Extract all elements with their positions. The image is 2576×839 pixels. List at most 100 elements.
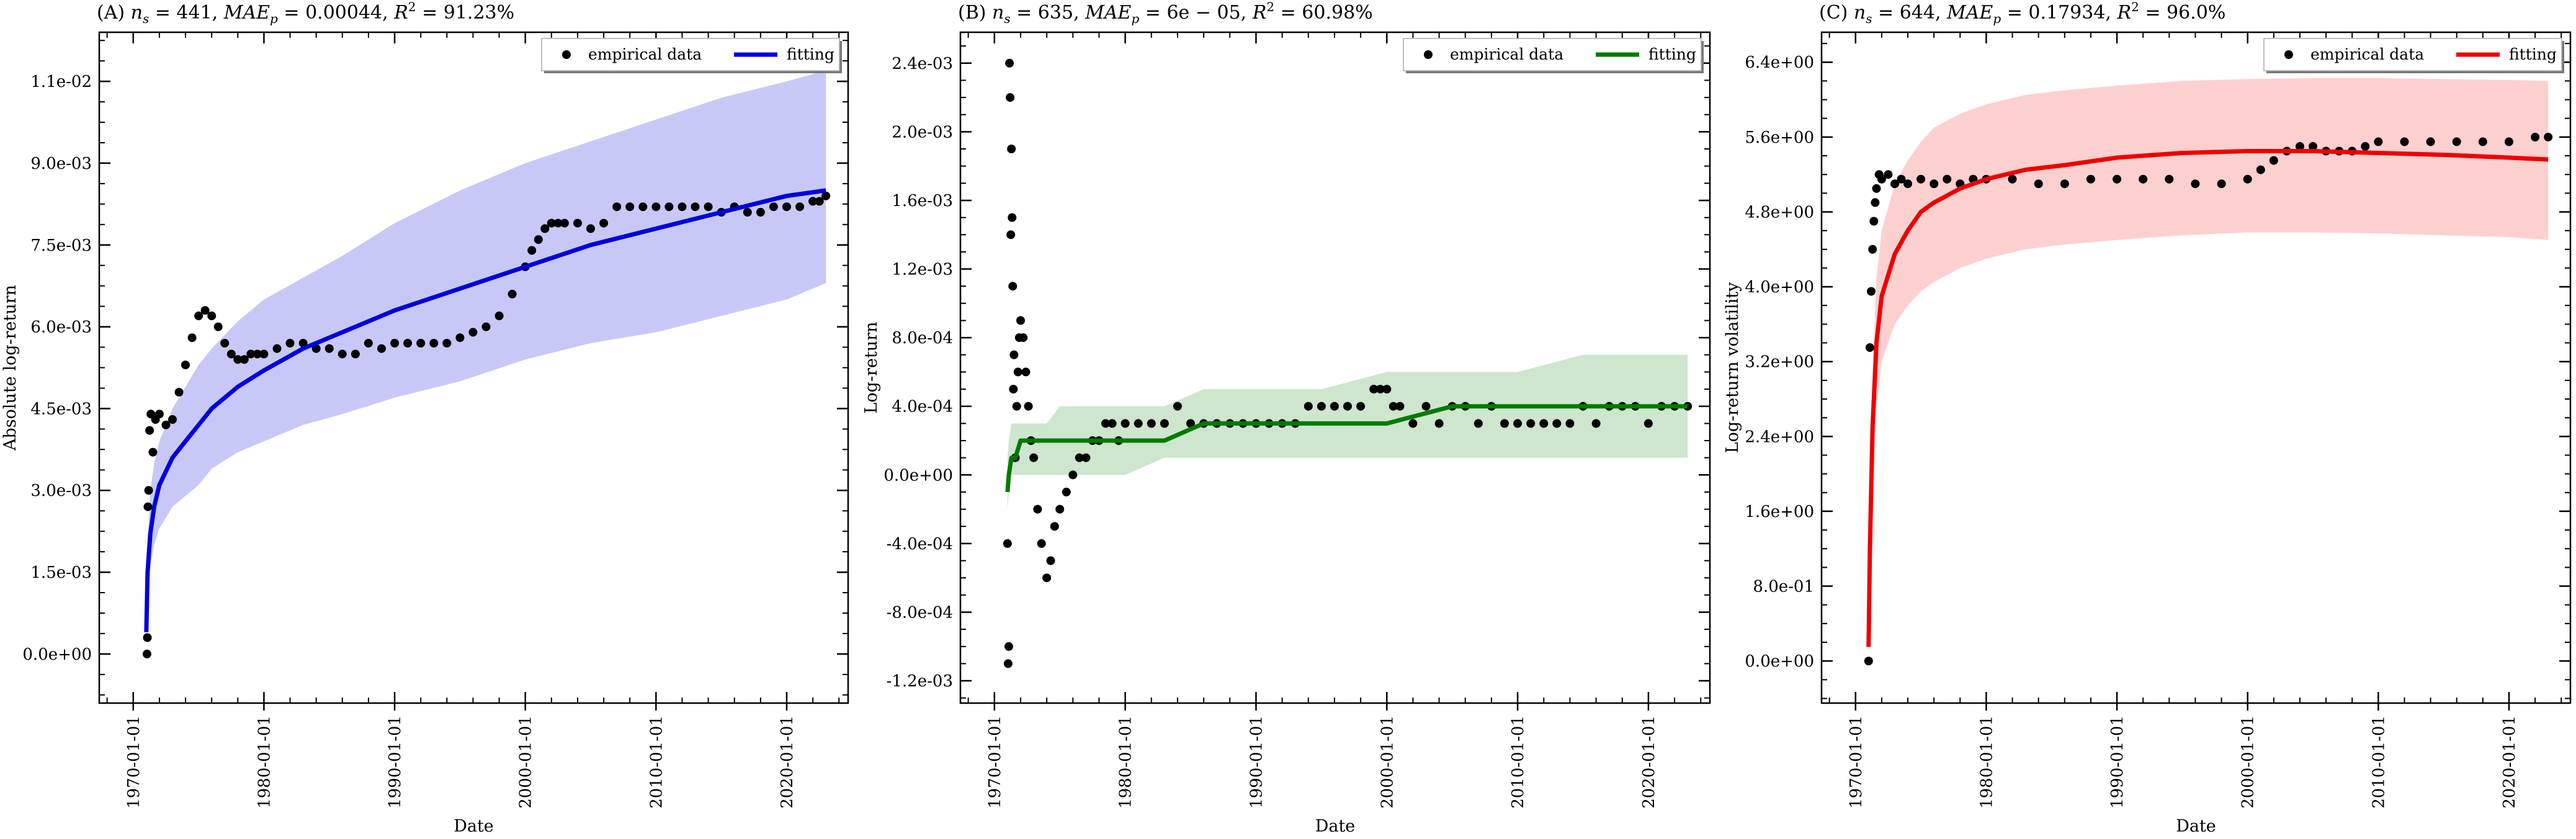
data-point <box>1062 487 1071 496</box>
data-point <box>1890 179 1899 189</box>
data-point <box>2191 179 2200 189</box>
data-point <box>1055 505 1065 514</box>
data-point <box>2478 137 2487 146</box>
data-point <box>2505 137 2513 146</box>
data-point <box>2086 174 2095 184</box>
data-point <box>416 339 426 348</box>
data-point <box>2256 165 2265 174</box>
data-point <box>1539 419 1549 428</box>
data-point <box>1042 573 1052 583</box>
confidence-band <box>1007 354 1688 509</box>
x-tick-label: 2000-01-01 <box>1378 716 1397 809</box>
y-axis-label: Log-return <box>862 321 881 413</box>
y-tick-label: 7.5e-03 <box>30 236 92 255</box>
data-point <box>246 349 256 359</box>
legend-label-fit: fitting <box>2509 45 2557 63</box>
y-tick-label: 9.0e-03 <box>30 155 92 173</box>
data-point <box>2309 141 2317 151</box>
y-tick-label: 4.0e+00 <box>1745 278 1814 297</box>
data-point <box>144 486 153 495</box>
data-point <box>573 218 582 228</box>
data-point <box>1871 198 1880 207</box>
y-tick-label: 4.0e-04 <box>892 398 953 416</box>
data-point <box>390 339 400 348</box>
legend-label-empirical: empirical data <box>2310 45 2424 63</box>
data-point <box>678 202 687 212</box>
data-point <box>612 202 622 212</box>
data-point <box>429 339 439 348</box>
y-tick-label: 2.0e-03 <box>892 123 953 141</box>
data-point <box>1101 419 1110 428</box>
confidence-band <box>1868 78 2549 652</box>
x-tick-label: 1990-01-01 <box>386 716 405 809</box>
data-point <box>455 333 465 343</box>
data-point <box>168 415 177 424</box>
legend-label-fit: fitting <box>787 45 834 63</box>
data-point <box>351 349 360 359</box>
data-point <box>1186 419 1195 428</box>
y-tick-label: 3.2e+00 <box>1745 353 1814 372</box>
data-point <box>1317 402 1326 411</box>
data-point <box>1004 642 1013 651</box>
data-point <box>145 426 154 435</box>
panel-title: (A) ns = 441, MAEp = 0.00044, R2 = 91.23… <box>97 0 514 26</box>
y-tick-label: -1.2e-03 <box>887 672 953 691</box>
data-point <box>364 339 373 348</box>
legend-box <box>541 38 840 71</box>
x-tick-label: 1970-01-01 <box>1847 716 1866 809</box>
data-point <box>2165 174 2174 184</box>
confidence-band <box>146 70 826 638</box>
data-point <box>377 344 386 353</box>
data-point <box>187 333 197 343</box>
data-point <box>2034 179 2043 189</box>
data-point <box>1013 367 1022 377</box>
data-point <box>1024 402 1033 411</box>
data-point <box>1526 419 1536 428</box>
y-axis-label: Absolute log-return <box>1 285 20 451</box>
data-point <box>1330 402 1339 411</box>
data-point <box>560 218 569 228</box>
data-point <box>586 224 595 233</box>
data-point <box>239 355 249 364</box>
data-point <box>1943 174 1952 184</box>
data-point <box>1120 419 1130 428</box>
data-point <box>2217 179 2226 189</box>
data-point <box>599 218 609 228</box>
data-point <box>161 420 171 429</box>
empirical-series <box>142 191 831 658</box>
data-point <box>2269 156 2278 165</box>
data-point <box>691 202 700 212</box>
y-tick-label: 1.1e-02 <box>30 73 92 91</box>
y-tick-label: 2.4e-03 <box>892 55 953 73</box>
data-point <box>508 289 517 298</box>
y-tick-label: 6.0e-03 <box>30 318 92 337</box>
data-point <box>1006 230 1016 240</box>
panel-title: (C) ns = 644, MAEp = 0.17934, R2 = 96.0% <box>1819 0 2225 26</box>
data-point <box>1019 333 1028 343</box>
data-point <box>1591 419 1601 428</box>
data-point <box>553 218 563 228</box>
data-point <box>1500 419 1509 428</box>
x-axis-label: Date <box>2176 817 2216 836</box>
data-point <box>1003 659 1013 668</box>
data-point <box>272 344 282 353</box>
data-point <box>1033 505 1042 514</box>
data-point <box>494 312 504 320</box>
data-point <box>200 306 210 315</box>
data-point <box>143 502 153 511</box>
x-tick-label: 2020-01-01 <box>2500 716 2519 809</box>
x-tick-label: 1980-01-01 <box>255 716 274 809</box>
data-point <box>1930 179 1939 189</box>
data-point <box>1868 245 1877 254</box>
data-point <box>1884 170 1893 179</box>
x-tick-label: 1980-01-01 <box>1977 716 1996 809</box>
y-tick-label: 0.0e+00 <box>22 645 92 664</box>
data-point <box>1552 419 1562 428</box>
data-point <box>704 202 713 212</box>
data-point <box>1008 213 1017 222</box>
x-tick-label: 2000-01-01 <box>2239 716 2258 809</box>
x-tick-label: 2010-01-01 <box>647 716 666 809</box>
data-point <box>638 202 648 212</box>
data-point <box>1029 453 1039 462</box>
data-point <box>1003 539 1012 548</box>
